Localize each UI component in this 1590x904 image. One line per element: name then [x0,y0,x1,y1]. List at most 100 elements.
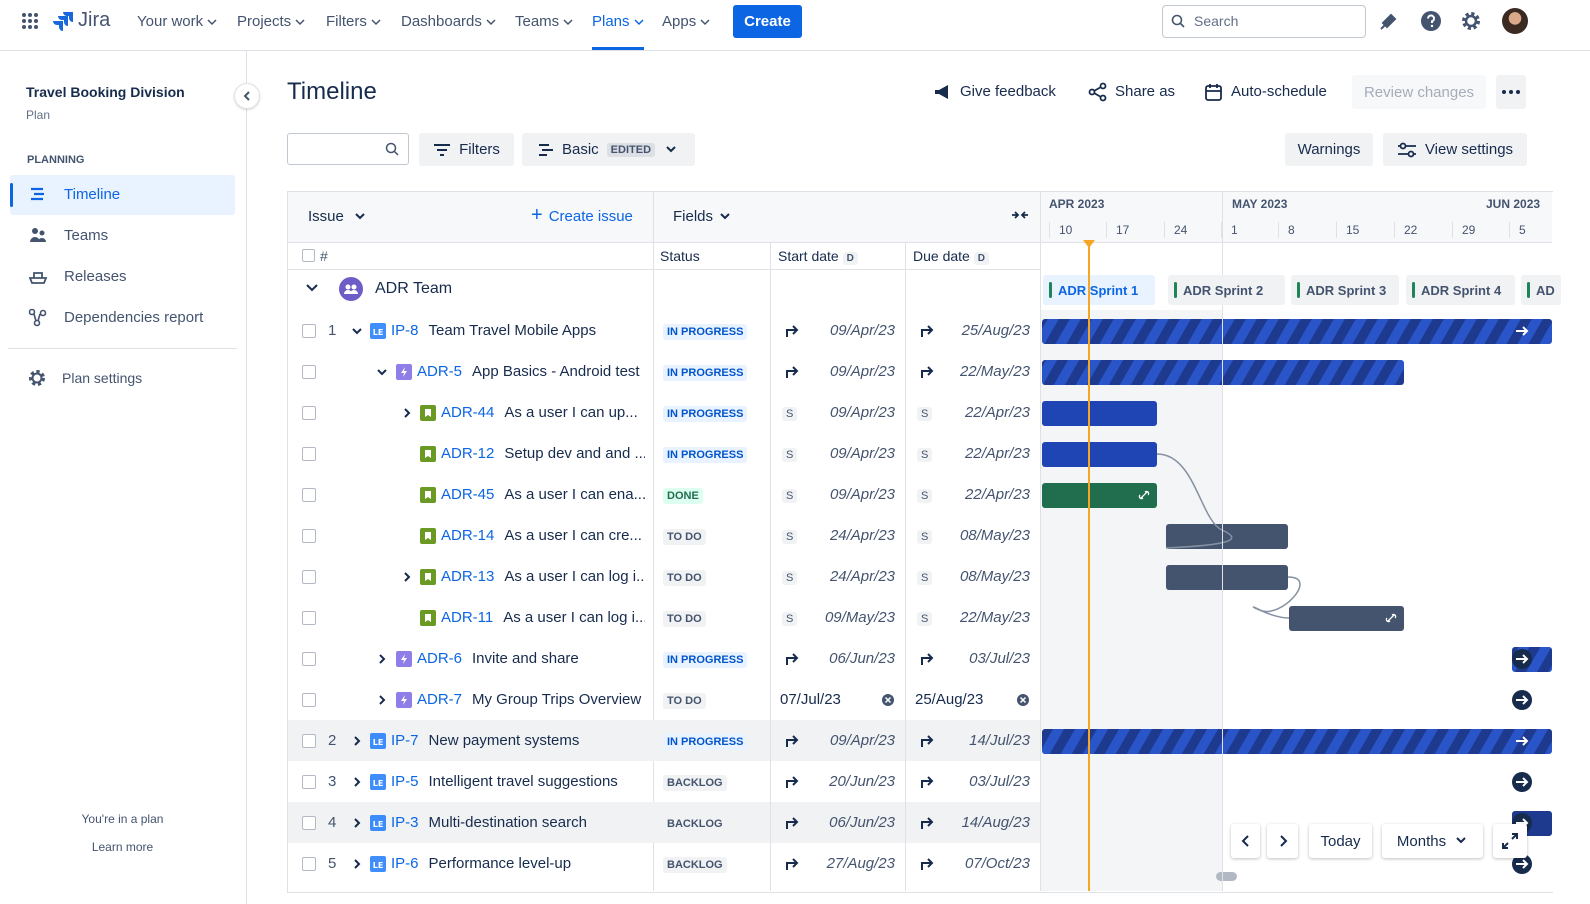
warnings-button[interactable]: Warnings [1285,133,1373,166]
row-divider [905,515,906,556]
select-checkbox[interactable] [302,775,316,789]
select-checkbox[interactable] [302,529,316,543]
more-actions-button[interactable] [1496,75,1526,109]
sidebar-item[interactable]: Timeline [64,186,121,203]
create-button[interactable]: Create [733,5,802,38]
nav-item[interactable]: Plans [592,13,644,30]
rolled-up-date-icon [921,325,934,337]
fields-header[interactable]: Fields [673,208,714,225]
zoom-select[interactable]: Months [1382,824,1483,858]
select-checkbox[interactable] [302,816,316,830]
timeline-bar [1042,729,1552,754]
week-label: 5 [1519,223,1526,237]
sprint-marker [1049,282,1052,298]
scroll-forward-button[interactable] [1267,824,1298,858]
expand-toggle [377,369,387,376]
issue-key: IP-3 [391,814,419,831]
sidebar-item[interactable]: Releases [64,268,127,285]
sprint-name: ADR Sprint 1 [1058,282,1139,298]
nav-item[interactable]: Projects [237,13,305,30]
issue-type-icon [420,528,436,544]
share-as-button[interactable]: Share as [1115,83,1176,100]
select-checkbox[interactable] [302,734,316,748]
row-divider [905,351,906,392]
sidebar-item[interactable]: Teams [64,227,109,244]
issue-key: IP-8 [391,322,419,339]
table-search-input[interactable] [287,133,409,165]
settings-icon[interactable] [1460,10,1482,32]
help-icon[interactable] [1420,10,1442,32]
date-source-badge: S [782,486,798,504]
nav-item[interactable]: Filters [326,13,381,30]
nav-item[interactable]: Your work [137,13,217,30]
week-label: 10 [1059,223,1073,237]
rolled-up-date-icon [786,776,799,788]
nav-item[interactable]: Dashboards [401,13,496,30]
nav-item[interactable]: Teams [515,13,573,30]
give-feedback-button[interactable]: Give feedback [960,83,1056,100]
filters-button[interactable]: Filters [419,133,514,166]
create-issue-button[interactable]: + Create issue [531,204,633,226]
fullscreen-button[interactable] [1493,824,1527,858]
view-select[interactable]: Basic EDITED [522,133,695,166]
date-source-label: S [917,571,933,585]
notifications-icon[interactable] [1379,11,1399,31]
select-checkbox[interactable] [302,406,316,420]
select-checkbox[interactable] [302,652,316,666]
user-avatar[interactable] [1502,8,1528,34]
date-source-badge: S [917,445,933,463]
collapse-sidebar-button[interactable] [234,83,260,109]
issue-title: ADR-13 As a user I can log i... [441,568,645,585]
select-checkbox[interactable] [302,447,316,461]
plan-name: Travel Booking Division [26,84,185,100]
plan-settings-link[interactable]: Plan settings [62,370,143,386]
issue-summary: Setup dev and and ... [504,445,645,462]
start-date: 09/Apr/23 [829,322,895,339]
group-collapse-chevron[interactable] [304,281,320,295]
active-nav-underline [592,47,644,50]
today-button[interactable]: Today [1309,824,1372,858]
horizontal-scrollbar[interactable] [1216,872,1237,881]
select-checkbox[interactable] [302,611,316,625]
date-source-label: S [917,448,933,462]
view-settings-button[interactable]: View settings [1383,133,1527,166]
issue-summary: New payment systems [428,732,580,749]
sidebar-item[interactable]: Dependencies report [64,309,204,326]
jira-logo-icon [53,12,73,31]
issue-key: ADR-14 [441,527,495,544]
issue-title: ADR-11 As a user I can log i... [441,609,645,626]
selected-nav-bg [10,175,235,215]
issue-header[interactable]: Issue [308,208,344,225]
search-box[interactable] [1162,5,1366,38]
expand-toggle [379,695,386,705]
date-source-badge: S [782,527,798,545]
auto-schedule-button[interactable]: Auto-schedule [1231,83,1327,100]
status-label: TO DO [663,529,706,545]
select-checkbox[interactable] [302,693,316,707]
sprint-chip: ADR Sprint 4 [1406,275,1515,305]
learn-more-link[interactable]: Learn more [91,840,154,854]
select-checkbox[interactable] [302,365,316,379]
collapse-fields-button[interactable] [1010,208,1030,222]
logo-text[interactable]: Jira [78,9,111,31]
expand-toggle [354,777,361,787]
status-lozenge: TO DO [663,527,706,545]
scroll-back-button[interactable] [1231,824,1260,858]
issue-summary: Intelligent travel suggestions [428,773,618,790]
review-changes-button[interactable]: Review changes [1352,75,1486,109]
row-divider [905,679,906,720]
row-divider [770,638,771,679]
start-date: 24/Apr/23 [829,527,895,544]
select-all-checkbox[interactable] [302,249,315,262]
select-checkbox[interactable] [302,570,316,584]
nav-item[interactable]: Apps [662,13,710,30]
month-label: MAY 2023 [1232,197,1288,211]
sprint-name: AD [1536,282,1555,298]
select-checkbox[interactable] [302,324,316,338]
select-checkbox[interactable] [302,488,316,502]
fields-chevron [720,213,730,220]
select-checkbox[interactable] [302,857,316,871]
sidebar-item-icon [28,272,48,284]
week-divider [1164,222,1165,238]
app-switcher[interactable] [21,12,39,30]
